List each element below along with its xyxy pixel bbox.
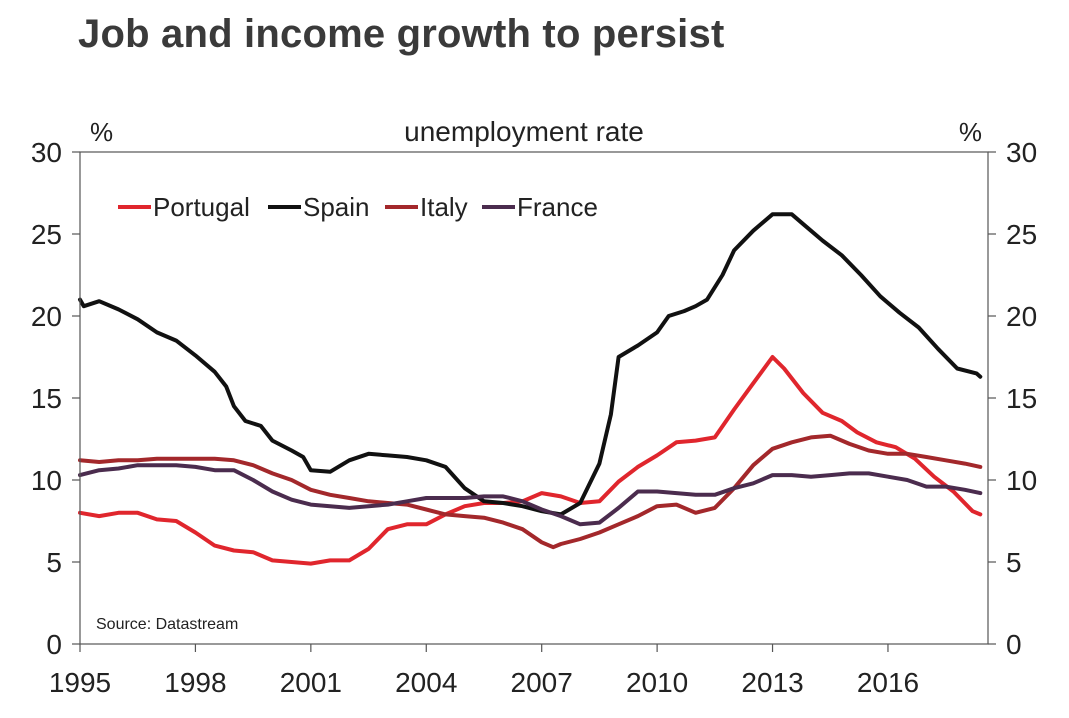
series-line-portugal [78, 355, 983, 566]
chart-title: unemployment rate [404, 116, 644, 147]
y-tick-label-right: 25 [1006, 219, 1037, 250]
y-tick-label-right: 0 [1006, 629, 1022, 660]
y-tick-label-right: 30 [1006, 137, 1037, 168]
y-tick-label-right: 15 [1006, 383, 1037, 414]
source-note: Source: Datastream [96, 616, 238, 633]
y-tick-label-right: 10 [1006, 465, 1037, 496]
right-axis-unit: % [959, 117, 982, 147]
y-tick-label-right: 20 [1006, 301, 1037, 332]
x-tick-label: 1998 [164, 667, 226, 698]
left-axis-unit: % [90, 117, 113, 147]
x-tick-label: 2010 [626, 667, 688, 698]
legend-label-portugal: Portugal [153, 192, 250, 222]
x-tick-label: 2007 [511, 667, 573, 698]
y-tick-label-left: 0 [46, 629, 62, 660]
y-tick-label-left: 25 [31, 219, 62, 250]
x-tick-label: 1995 [49, 667, 111, 698]
x-tick-label: 2016 [857, 667, 919, 698]
x-tick-label: 2004 [395, 667, 457, 698]
page-title: Job and income growth to persist [78, 12, 725, 56]
y-tick-label-left: 30 [31, 137, 62, 168]
series-line-italy [78, 433, 983, 550]
y-tick-label-left: 15 [31, 383, 62, 414]
legend-label-france: France [517, 192, 598, 222]
x-tick-label: 2013 [741, 667, 803, 698]
y-tick-label-left: 20 [31, 301, 62, 332]
legend-label-spain: Spain [303, 192, 370, 222]
y-tick-label-left: 10 [31, 465, 62, 496]
series-line-france [78, 463, 983, 527]
y-tick-label-right: 5 [1006, 547, 1022, 578]
y-tick-label-left: 5 [46, 547, 62, 578]
plot-area-frame [79, 151, 989, 645]
legend-label-italy: Italy [420, 192, 468, 222]
x-tick-label: 2001 [280, 667, 342, 698]
series-line-spain [78, 212, 983, 517]
